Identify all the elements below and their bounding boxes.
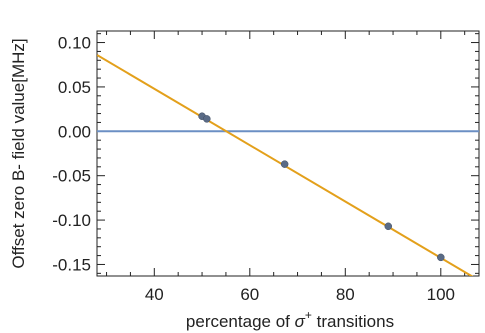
fit-line bbox=[97, 54, 474, 276]
plot-frame bbox=[96, 30, 480, 277]
y-axis-ticks: 0.10 0.05 0.00 -0.05 -0.10 -0.15 bbox=[52, 33, 479, 274]
x-tick-label: 100 bbox=[427, 285, 455, 304]
y-tick-label: -0.10 bbox=[52, 211, 91, 230]
x-tick-label: 80 bbox=[336, 285, 355, 304]
data-point bbox=[280, 160, 289, 168]
y-tick-label: -0.15 bbox=[52, 255, 91, 274]
x-axis-label-suffix: transitions bbox=[312, 312, 394, 331]
data-points bbox=[198, 112, 445, 262]
y-tick-label: 0.05 bbox=[58, 78, 91, 97]
x-tick-label: 60 bbox=[240, 285, 259, 304]
x-tick-label: 40 bbox=[145, 285, 164, 304]
data-point bbox=[437, 253, 445, 262]
data-point bbox=[384, 222, 393, 231]
y-tick-label: -0.05 bbox=[52, 167, 91, 186]
plot-area: 40 60 80 100 0.10 0.05 0.00 -0.05 -0.10 -0.15 bbox=[52, 30, 480, 304]
x-axis-label-symbol: σ bbox=[295, 312, 306, 331]
x-axis-ticks: 40 60 80 100 bbox=[106, 31, 466, 304]
x-axis-label-prefix: percentage of bbox=[186, 312, 295, 331]
x-axis-label: percentage of σ+ transitions bbox=[186, 308, 394, 331]
y-tick-label: 0.10 bbox=[58, 34, 91, 53]
y-tick-label: 0.00 bbox=[58, 122, 91, 141]
data-point bbox=[203, 115, 211, 123]
y-axis-label: Offset zero B- field value[MHz] bbox=[9, 38, 28, 268]
x-axis-label-superscript: + bbox=[305, 308, 312, 322]
